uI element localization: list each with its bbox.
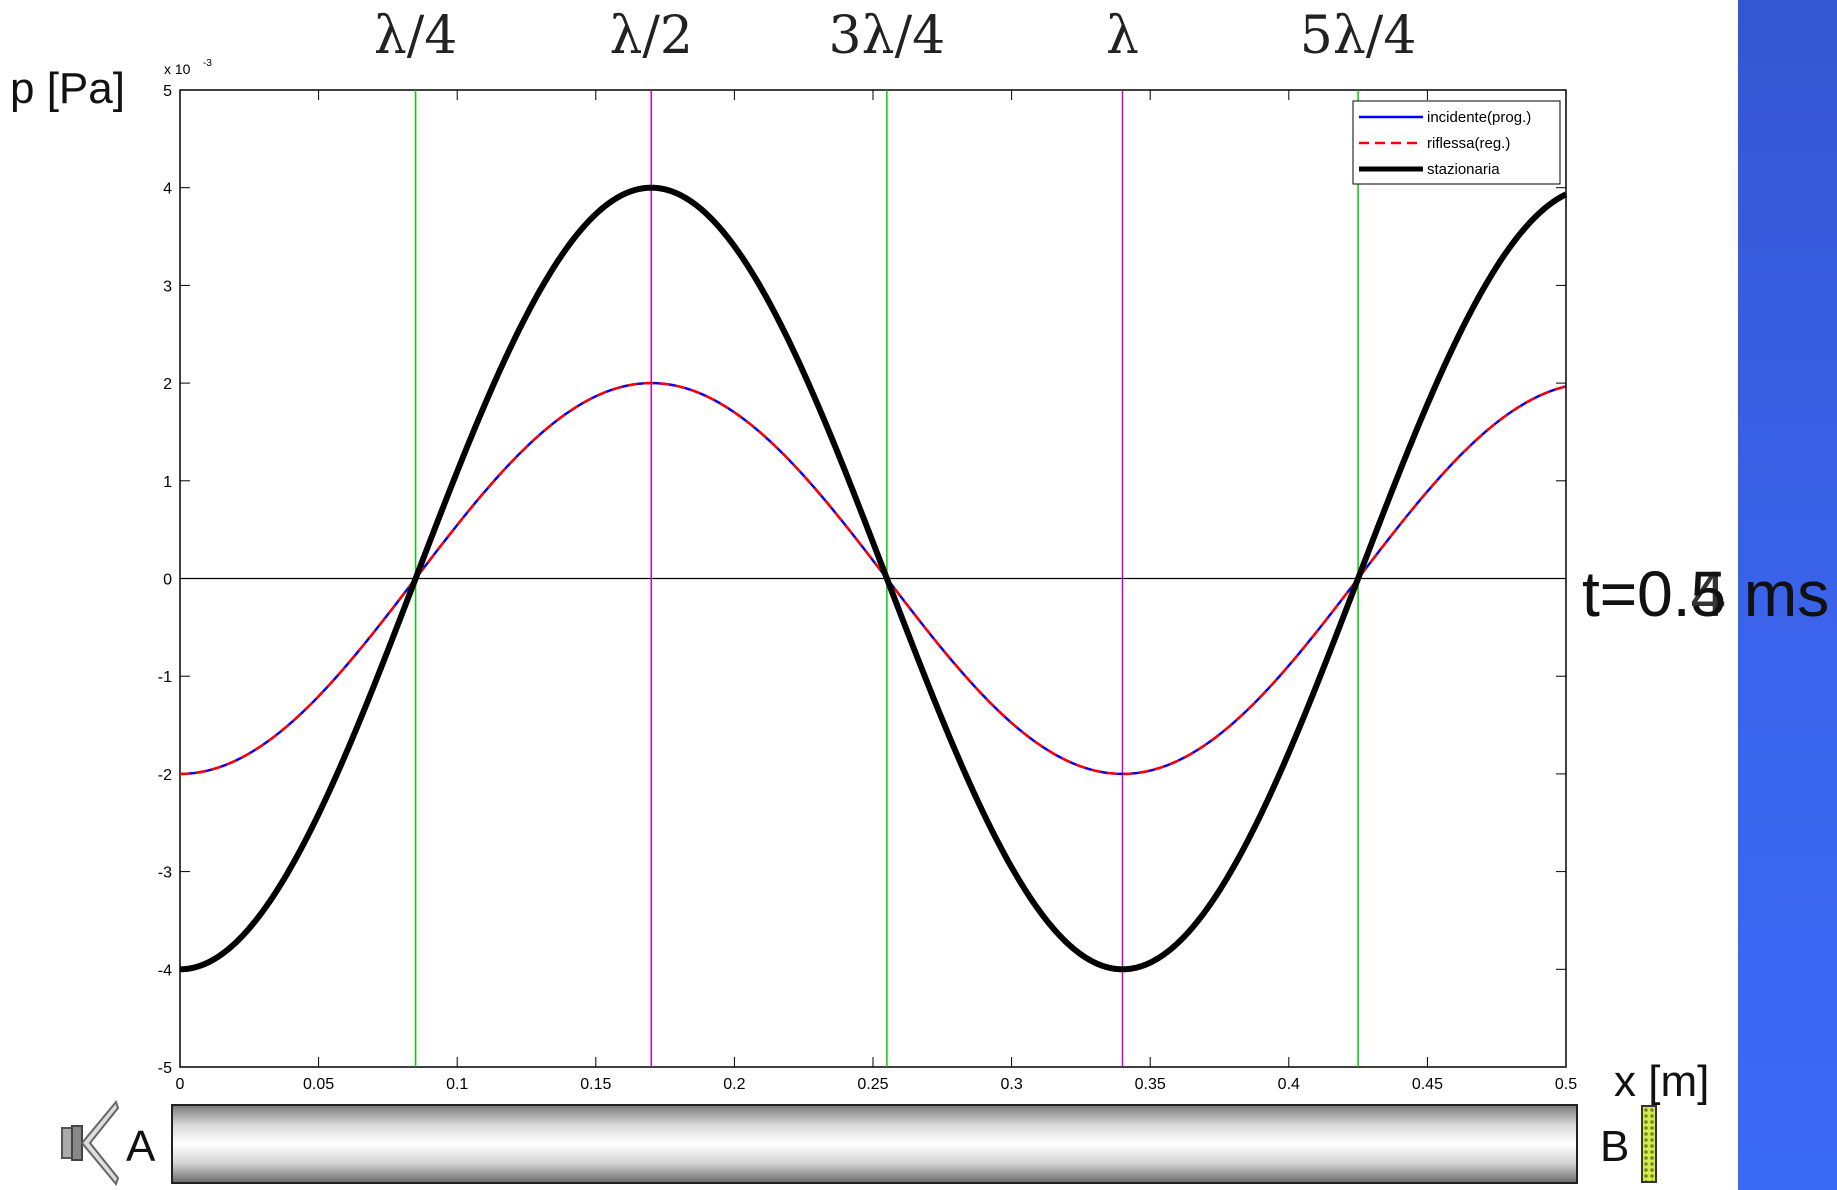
x-tick-label: 0.15 xyxy=(580,1076,611,1093)
side-decoration-bar xyxy=(1738,0,1837,1190)
x-tick-label: 0.25 xyxy=(857,1076,888,1093)
y-tick-label: -1 xyxy=(158,669,172,686)
x-tick-label: 0.5 xyxy=(1555,1076,1577,1093)
y-tick-label: 2 xyxy=(163,376,172,393)
wavelength-label: λ/2 xyxy=(609,6,694,66)
x-tick-label: 0.1 xyxy=(446,1076,468,1093)
wavelength-label: λ xyxy=(1105,6,1139,66)
y-tick-label: 1 xyxy=(163,474,172,491)
y-tick-label: -5 xyxy=(158,1060,172,1077)
legend-label: stazionaria xyxy=(1427,161,1500,178)
wavelength-label: λ/4 xyxy=(373,6,458,66)
legend-label: riflessa(reg.) xyxy=(1427,135,1510,152)
y-tick-label: -3 xyxy=(158,865,172,882)
y-exponent-label: x 10 xyxy=(164,61,191,77)
x-tick-label: 0.2 xyxy=(723,1076,745,1093)
x-tick-label: 0.3 xyxy=(1000,1076,1022,1093)
y-tick-label: -2 xyxy=(158,767,172,784)
y-tick-label: 4 xyxy=(163,181,172,198)
y-tick-label: 3 xyxy=(163,278,172,295)
wavelength-label: 5λ/4 xyxy=(1299,6,1417,66)
tube-end-b-label: B xyxy=(1600,1122,1630,1171)
x-tick-label: 0.4 xyxy=(1278,1076,1300,1093)
y-tick-label: -4 xyxy=(158,962,172,979)
absorber-icon xyxy=(1641,1105,1657,1183)
plot-area: 0 0.05 0.1 0.15 0.2 0.25 0.3 0.35 0.4 0.45 0.5 -5 -4… xyxy=(158,58,1577,1093)
time-label-ghost: t=0.4 ms xyxy=(1582,558,1830,630)
x-tick-label: 0.35 xyxy=(1135,1076,1166,1093)
y-axis-label: p [Pa] xyxy=(10,64,125,113)
tube-end-a-label: A xyxy=(126,1122,156,1171)
series-line xyxy=(179,184,1568,973)
x-tick-label: 0.45 xyxy=(1412,1076,1443,1093)
speaker-icon xyxy=(61,1099,120,1187)
x-tick-label: 0.05 xyxy=(303,1076,334,1093)
y-tick-label: 5 xyxy=(163,83,172,100)
x-tick-label: 0 xyxy=(176,1076,185,1093)
time-label: t=0.4 ms t=0.5 ms xyxy=(1582,557,1829,631)
y-exponent-power: -3 xyxy=(203,58,212,69)
wavelength-label: 3λ/4 xyxy=(828,6,946,66)
time-label-current: t=0.5 ms xyxy=(1582,558,1830,630)
tube xyxy=(171,1104,1578,1184)
y-tick-label: 0 xyxy=(163,572,172,589)
x-axis-label: x [m] xyxy=(1614,1057,1710,1106)
legend-label: incidente(prog.) xyxy=(1427,109,1531,126)
